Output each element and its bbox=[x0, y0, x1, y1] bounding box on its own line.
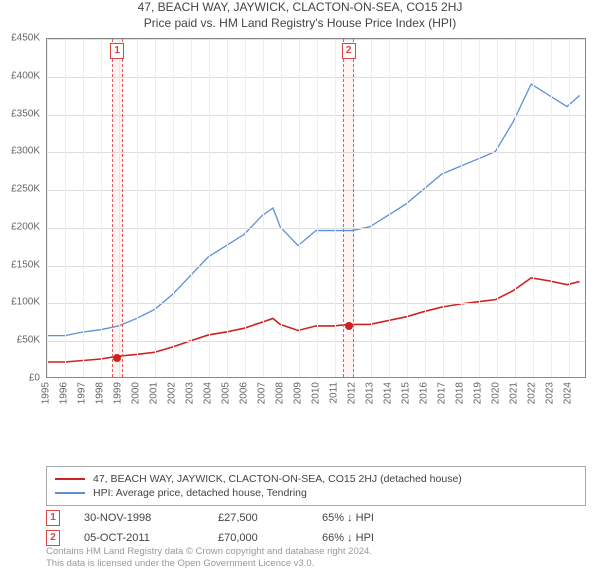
x-tick-label: 2008 bbox=[275, 382, 286, 404]
x-tick-label: 2007 bbox=[257, 382, 268, 404]
footer-attribution: Contains HM Land Registry data © Crown c… bbox=[46, 546, 586, 571]
transaction-date: 30-NOV-1998 bbox=[84, 512, 194, 524]
x-tick-label: 1996 bbox=[59, 382, 70, 404]
x-tick-label: 2016 bbox=[419, 382, 430, 404]
x-tick-label: 2010 bbox=[311, 382, 322, 404]
marker-badge: 2 bbox=[342, 43, 356, 59]
y-tick-label: £350K bbox=[11, 108, 40, 119]
x-tick-label: 2018 bbox=[455, 382, 466, 404]
transaction-row: 1 30-NOV-1998 £27,500 65% ↓ HPI bbox=[46, 510, 586, 526]
x-tick-label: 2014 bbox=[383, 382, 394, 404]
x-tick-label: 2005 bbox=[221, 382, 232, 404]
x-tick-label: 2000 bbox=[131, 382, 142, 404]
y-tick-label: £50K bbox=[17, 335, 40, 346]
marker-badge: 1 bbox=[110, 43, 124, 59]
y-tick-label: £200K bbox=[11, 221, 40, 232]
legend-row: 47, BEACH WAY, JAYWICK, CLACTON-ON-SEA, … bbox=[55, 473, 577, 485]
x-tick-label: 2022 bbox=[527, 382, 538, 404]
x-tick-label: 2001 bbox=[149, 382, 160, 404]
series-line-property bbox=[47, 278, 580, 362]
transaction-price: £70,000 bbox=[218, 532, 298, 544]
x-tick-label: 1998 bbox=[95, 382, 106, 404]
legend-label: HPI: Average price, detached house, Tend… bbox=[93, 487, 307, 499]
x-tick-label: 2023 bbox=[545, 382, 556, 404]
legend-box: 47, BEACH WAY, JAYWICK, CLACTON-ON-SEA, … bbox=[46, 466, 586, 506]
legend-row: HPI: Average price, detached house, Tend… bbox=[55, 487, 577, 499]
y-tick-label: £450K bbox=[11, 33, 40, 44]
x-axis-labels: 1995199619971998199920002001200220032004… bbox=[46, 380, 586, 418]
transaction-badge: 2 bbox=[46, 530, 60, 546]
transaction-badge: 1 bbox=[46, 510, 60, 526]
x-tick-label: 2019 bbox=[473, 382, 484, 404]
y-tick-label: £0 bbox=[29, 373, 40, 384]
transaction-price: £27,500 bbox=[218, 512, 298, 524]
marker-band bbox=[112, 39, 123, 377]
x-tick-label: 2009 bbox=[293, 382, 304, 404]
x-tick-label: 2020 bbox=[491, 382, 502, 404]
x-tick-label: 1999 bbox=[113, 382, 124, 404]
footer-line-2: This data is licensed under the Open Gov… bbox=[46, 558, 586, 570]
page-subtitle: Price paid vs. HM Land Registry's House … bbox=[0, 16, 600, 30]
x-tick-label: 2011 bbox=[329, 382, 340, 404]
x-tick-label: 2017 bbox=[437, 382, 448, 404]
y-tick-label: £300K bbox=[11, 146, 40, 157]
footer-line-1: Contains HM Land Registry data © Crown c… bbox=[46, 546, 586, 558]
y-tick-label: £100K bbox=[11, 297, 40, 308]
transaction-delta: 65% ↓ HPI bbox=[322, 512, 374, 524]
transaction-row: 2 05-OCT-2011 £70,000 66% ↓ HPI bbox=[46, 530, 586, 546]
x-tick-label: 2021 bbox=[509, 382, 520, 404]
legend-swatch bbox=[55, 478, 85, 480]
chart-lines-svg bbox=[47, 39, 585, 377]
transaction-table: 1 30-NOV-1998 £27,500 65% ↓ HPI 2 05-OCT-2011… bbox=[46, 506, 586, 550]
x-tick-label: 2003 bbox=[185, 382, 196, 404]
transaction-delta: 66% ↓ HPI bbox=[322, 532, 374, 544]
marker-point bbox=[113, 354, 121, 362]
chart-plot: 12 bbox=[46, 38, 586, 378]
x-tick-label: 2013 bbox=[365, 382, 376, 404]
x-tick-label: 2002 bbox=[167, 382, 178, 404]
legend-label: 47, BEACH WAY, JAYWICK, CLACTON-ON-SEA, … bbox=[93, 473, 462, 485]
x-tick-label: 2024 bbox=[563, 382, 574, 404]
y-axis-labels: £0£50K£100K£150K£200K£250K£300K£350K£400… bbox=[0, 38, 44, 378]
x-tick-label: 2012 bbox=[347, 382, 358, 404]
x-tick-label: 2004 bbox=[203, 382, 214, 404]
x-tick-label: 2006 bbox=[239, 382, 250, 404]
y-tick-label: £250K bbox=[11, 184, 40, 195]
legend-swatch bbox=[55, 492, 85, 494]
y-tick-label: £150K bbox=[11, 259, 40, 270]
chart-area: £0 £50K £100K £150K £200K £250K £300K £350K £400… bbox=[0, 38, 600, 418]
x-tick-label: 1997 bbox=[77, 382, 88, 404]
page-title: 47, BEACH WAY, JAYWICK, CLACTON-ON-SEA, … bbox=[0, 0, 600, 14]
y-tick-label: £400K bbox=[11, 70, 40, 81]
x-tick-label: 1995 bbox=[41, 382, 52, 404]
marker-point bbox=[345, 322, 353, 330]
x-tick-label: 2015 bbox=[401, 382, 412, 404]
transaction-date: 05-OCT-2011 bbox=[84, 532, 194, 544]
